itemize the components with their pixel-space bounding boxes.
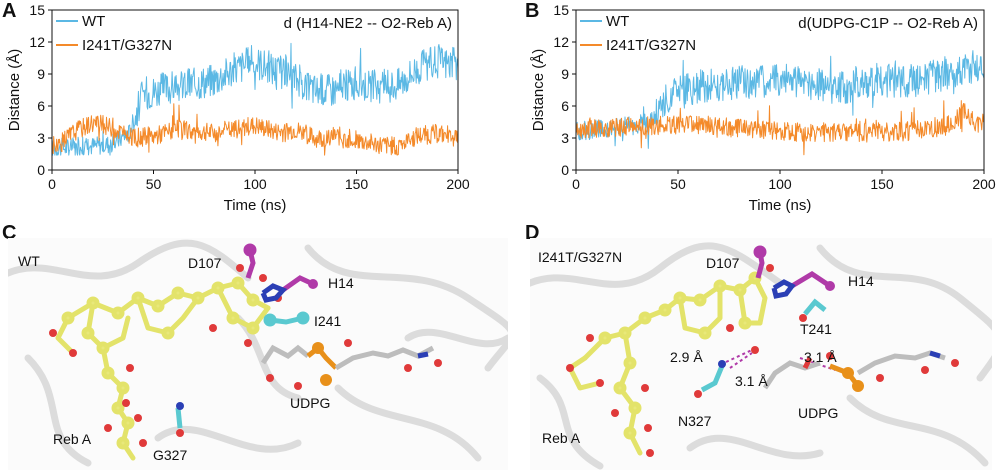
h14-label: H14 xyxy=(848,273,874,289)
reb-a-molecule xyxy=(55,276,271,461)
distance-chart-b: 0 50 100 150 200 0 3 6 9 12 15 Time (ns) Distance (Å… xyxy=(530,2,996,214)
x-tick-label: 100 xyxy=(768,176,792,192)
x-tick-label: 150 xyxy=(870,176,894,192)
y-tick-label: 0 xyxy=(561,162,569,178)
y-tick-label: 12 xyxy=(553,34,569,50)
y-tick-label: 9 xyxy=(561,66,569,82)
udpg-molecule xyxy=(260,339,442,390)
x-axis-label: Time (ns) xyxy=(224,197,287,214)
reb-a-molecule xyxy=(567,271,768,456)
x-tick-label: 150 xyxy=(345,176,369,192)
oxygen-atoms xyxy=(49,264,282,447)
y-tick-label: 6 xyxy=(37,98,45,114)
d107-residue xyxy=(753,245,767,279)
x-axis-label: Time (ns) xyxy=(749,197,812,214)
x-tick-label: 0 xyxy=(572,176,580,192)
variant-label: I241T/G327N xyxy=(538,249,622,265)
distance-chart-a: 0 50 100 150 200 0 3 6 9 12 15 Time (ns) Distance (Å… xyxy=(6,2,470,214)
structure-panel-d: I241T/G327N D107 H14 T241 2.9 Å 3.1 Å 3.… xyxy=(530,238,992,470)
x-tick-label: 0 xyxy=(48,176,56,192)
x-tick-label: 50 xyxy=(146,176,162,192)
y-tick-label: 12 xyxy=(29,34,45,50)
panel-letter-b: B xyxy=(525,0,540,22)
udpg-label: UDPG xyxy=(798,405,838,421)
distance-label-2: 3.1 Å xyxy=(735,373,768,389)
y-tick-label: 15 xyxy=(553,2,569,18)
series-trace-wt xyxy=(575,50,985,149)
panel-letter-a: A xyxy=(2,0,17,22)
x-tick-label: 50 xyxy=(670,176,686,192)
y-axis-label: Distance (Å) xyxy=(6,49,23,132)
series-trace-mutant xyxy=(575,100,985,156)
d107-label: D107 xyxy=(188,255,222,271)
y-axis-label: Distance (Å) xyxy=(530,49,547,132)
chart-title: d (H14-NE2 -- O2-Reb A) xyxy=(284,15,452,32)
chart-title: d(UDPG-C1P -- O2-Reb A) xyxy=(798,15,978,32)
y-tick-label: 15 xyxy=(29,2,45,18)
x-tick-label: 200 xyxy=(446,176,470,192)
protein-ribbon xyxy=(8,239,508,467)
g327-residue xyxy=(175,402,184,437)
i241-residue xyxy=(263,311,310,327)
h14-residue xyxy=(260,275,318,303)
h14-label: H14 xyxy=(328,275,354,291)
legend-label: WT xyxy=(82,13,105,30)
udpg-label: UDPG xyxy=(290,395,330,411)
x-tick-label: 100 xyxy=(243,176,267,192)
t241-residue xyxy=(799,298,827,322)
structure-view-mutant: I241T/G327N D107 H14 T241 2.9 Å 3.1 Å 3.… xyxy=(530,242,992,470)
legend-label: I241T/G327N xyxy=(606,37,696,54)
y-tick-label: 0 xyxy=(37,162,45,178)
series-trace-wt xyxy=(51,42,459,156)
y-tick-label: 9 xyxy=(37,66,45,82)
series-trace-mutant xyxy=(51,103,459,156)
d107-label: D107 xyxy=(706,255,740,271)
n327-label: N327 xyxy=(678,413,712,429)
structure-view-wt: WT D107 H14 I241 UDPG Reb A G327 xyxy=(8,239,508,467)
variant-label: WT xyxy=(18,253,40,269)
structure-panel-c: WT D107 H14 I241 UDPG Reb A G327 xyxy=(8,238,508,470)
reb-a-label: Reb A xyxy=(53,431,92,447)
legend-label: WT xyxy=(606,13,629,30)
d107-residue xyxy=(243,243,257,279)
x-tick-label: 200 xyxy=(972,176,996,192)
t241-label: T241 xyxy=(800,321,832,337)
distance-label-1: 2.9 Å xyxy=(670,349,703,365)
reb-a-label: Reb A xyxy=(542,430,581,446)
i241-label: I241 xyxy=(314,313,341,329)
legend-label: I241T/G327N xyxy=(82,37,172,54)
udpg-molecule xyxy=(762,350,959,392)
g327-label: G327 xyxy=(153,447,187,463)
y-tick-label: 6 xyxy=(561,98,569,114)
h14-residue xyxy=(771,271,835,299)
oxygen-atoms xyxy=(566,264,774,457)
y-tick-label: 3 xyxy=(561,130,569,146)
y-tick-label: 3 xyxy=(37,130,45,146)
n327-residue xyxy=(694,360,726,398)
distance-label-3: 3.1 Å xyxy=(804,349,837,365)
protein-ribbon xyxy=(530,242,992,470)
